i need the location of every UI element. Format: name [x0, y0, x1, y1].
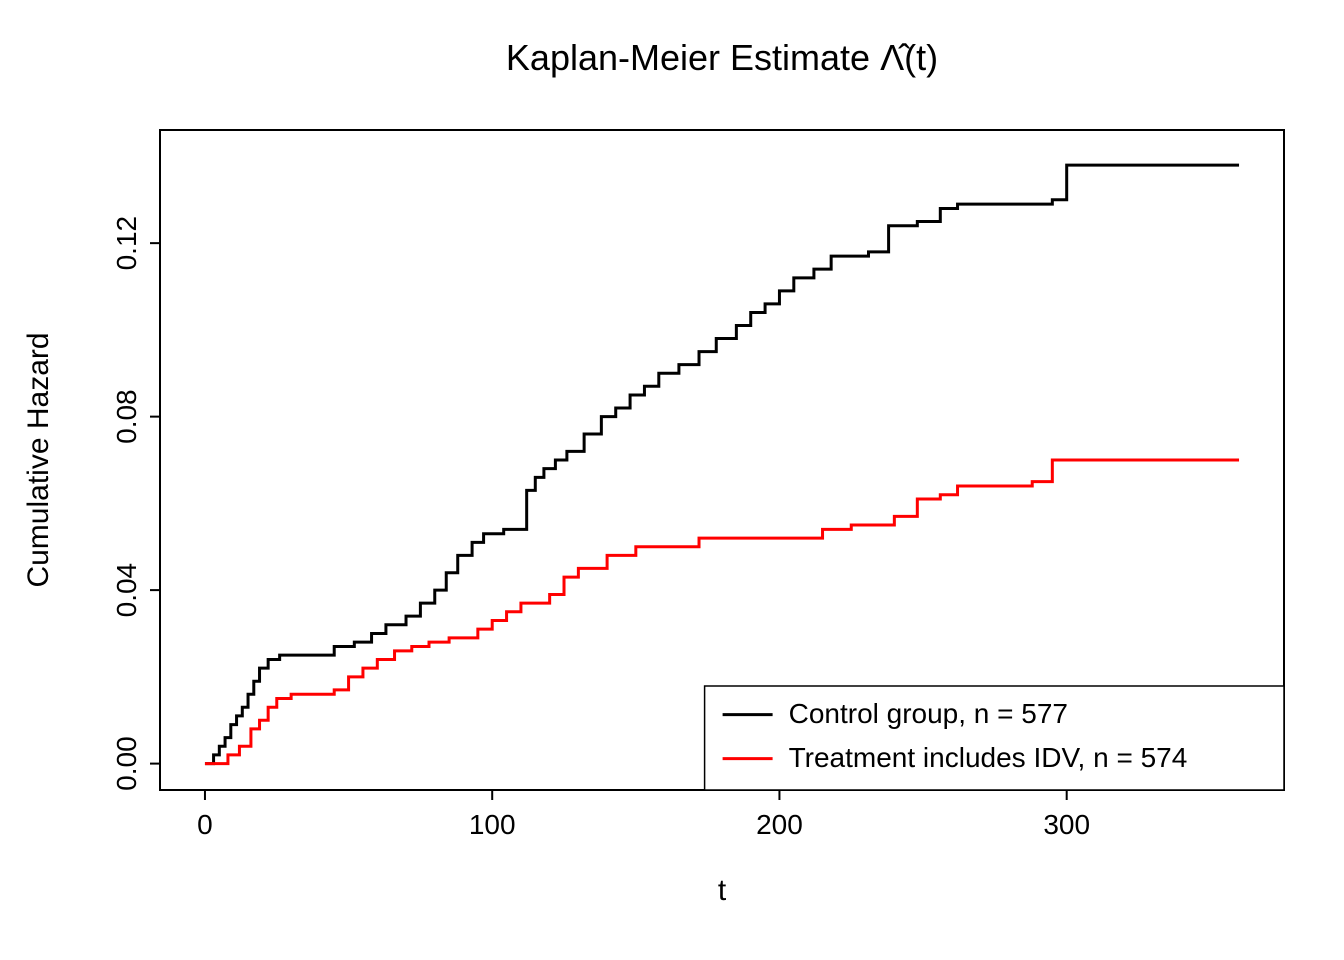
y-tick-label: 0.04 — [111, 563, 142, 618]
x-tick-label: 0 — [197, 809, 213, 840]
x-tick-label: 100 — [469, 809, 516, 840]
y-tick-label: 0.08 — [111, 389, 142, 444]
y-axis-title: Cumulative Hazard — [22, 332, 55, 587]
x-tick-label: 300 — [1043, 809, 1090, 840]
km-chart: 0 100 200 300 0.00 0.04 0.08 0.12 t Cumulative Ha… — [0, 0, 1344, 960]
chart-svg: 0 100 200 300 0.00 0.04 0.08 0.12 t Cumulative Ha… — [0, 0, 1344, 960]
legend-label: Control group, n = 577 — [789, 698, 1068, 729]
x-tick-label: 200 — [756, 809, 803, 840]
x-axis-title: t — [718, 874, 727, 907]
legend-label: Treatment includes IDV, n = 574 — [789, 742, 1188, 773]
y-tick-label: 0.12 — [111, 216, 142, 271]
chart-title: Kaplan-Meier Estimate Λ̂(t) — [506, 37, 938, 78]
y-tick-label: 0.00 — [111, 736, 142, 791]
